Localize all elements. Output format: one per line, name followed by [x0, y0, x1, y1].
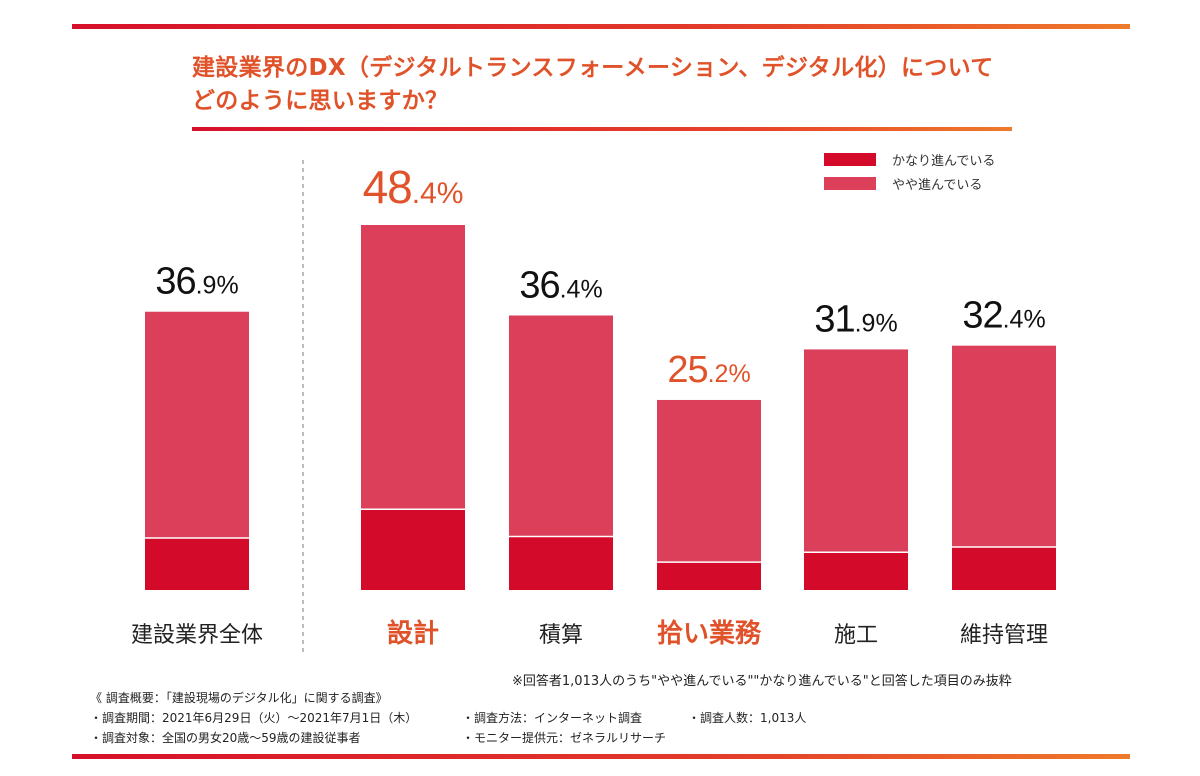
bar-some-5	[952, 345, 1056, 548]
bar-high-0	[145, 537, 249, 590]
bottom-accent-line	[72, 754, 1130, 759]
survey-heading: 《 調査概要：「建設現場のデジタル化」に関する調査》	[90, 691, 388, 705]
bar-some-1	[361, 225, 465, 510]
bar-high-3	[657, 562, 761, 590]
survey-provider: ・モニター提供元：ゼネラルリサーチ	[462, 731, 667, 745]
value-label-0: 36.9%	[155, 261, 238, 303]
category-label-2: 積算	[539, 623, 583, 648]
legend: かなり進んでいる やや進んでいる	[824, 147, 995, 195]
category-label-5: 維持管理	[960, 623, 1048, 648]
title-line-2: どのように思いますか？	[192, 88, 449, 114]
survey-count: ・調査人数：1,013人	[688, 711, 807, 725]
legend-label-some: やや進んでいる	[892, 177, 983, 193]
legend-item-high: かなり進んでいる	[824, 147, 995, 171]
value-label-1: 48.4%	[363, 161, 464, 213]
bar-high-4	[804, 552, 908, 590]
category-label-3: 拾い業務	[657, 619, 762, 649]
footnote: ※回答者1,013人のうち"やや進んでいる""かなり進んでいる"と回答した項目の…	[512, 674, 1012, 689]
bars-group: 36.9% 建設業界全体 48.4% 設計 36.4% 積算 25.2% 拾い業務 31.9% 施…	[131, 161, 1056, 649]
value-label-2: 36.4%	[519, 264, 602, 306]
survey-method: ・調査方法：インターネット調査	[462, 711, 643, 725]
category-label-4: 施工	[834, 623, 878, 648]
bar-some-3	[657, 399, 761, 563]
bar-some-0	[145, 311, 249, 538]
bar-high-5	[952, 547, 1056, 590]
legend-item-some: やや進んでいる	[824, 171, 995, 195]
title-underline	[192, 127, 1012, 131]
category-label-1: 設計	[387, 618, 439, 649]
survey-target: ・調査対象：全国の男女20歳～59歳の建設従事者	[90, 731, 361, 745]
survey-summary: 《 調査概要：「建設現場のデジタル化」に関する調査》 ・調査期間：2021年6月…	[90, 688, 806, 748]
legend-swatch-high	[824, 152, 876, 166]
top-accent-line	[72, 24, 1130, 29]
bar-high-2	[509, 536, 613, 590]
legend-swatch-some	[824, 176, 876, 190]
bar-some-2	[509, 315, 613, 537]
category-label-0: 建設業界全体	[131, 623, 263, 648]
bar-some-4	[804, 349, 908, 553]
survey-period: ・調査期間：2021年6月29日（火）～2021年7月1日（木）	[90, 711, 418, 725]
bar-high-1	[361, 509, 465, 590]
chart-title: 建設業界のDX（デジタルトランスフォーメーション、デジタル化）について どのよう…	[192, 52, 994, 118]
value-label-5: 32.4%	[962, 295, 1045, 337]
value-label-3: 25.2%	[667, 349, 750, 391]
value-label-4: 31.9%	[814, 298, 897, 340]
title-line-1: 建設業界のDX（デジタルトランスフォーメーション、デジタル化）について	[192, 55, 994, 81]
legend-label-high: かなり進んでいる	[892, 153, 996, 169]
